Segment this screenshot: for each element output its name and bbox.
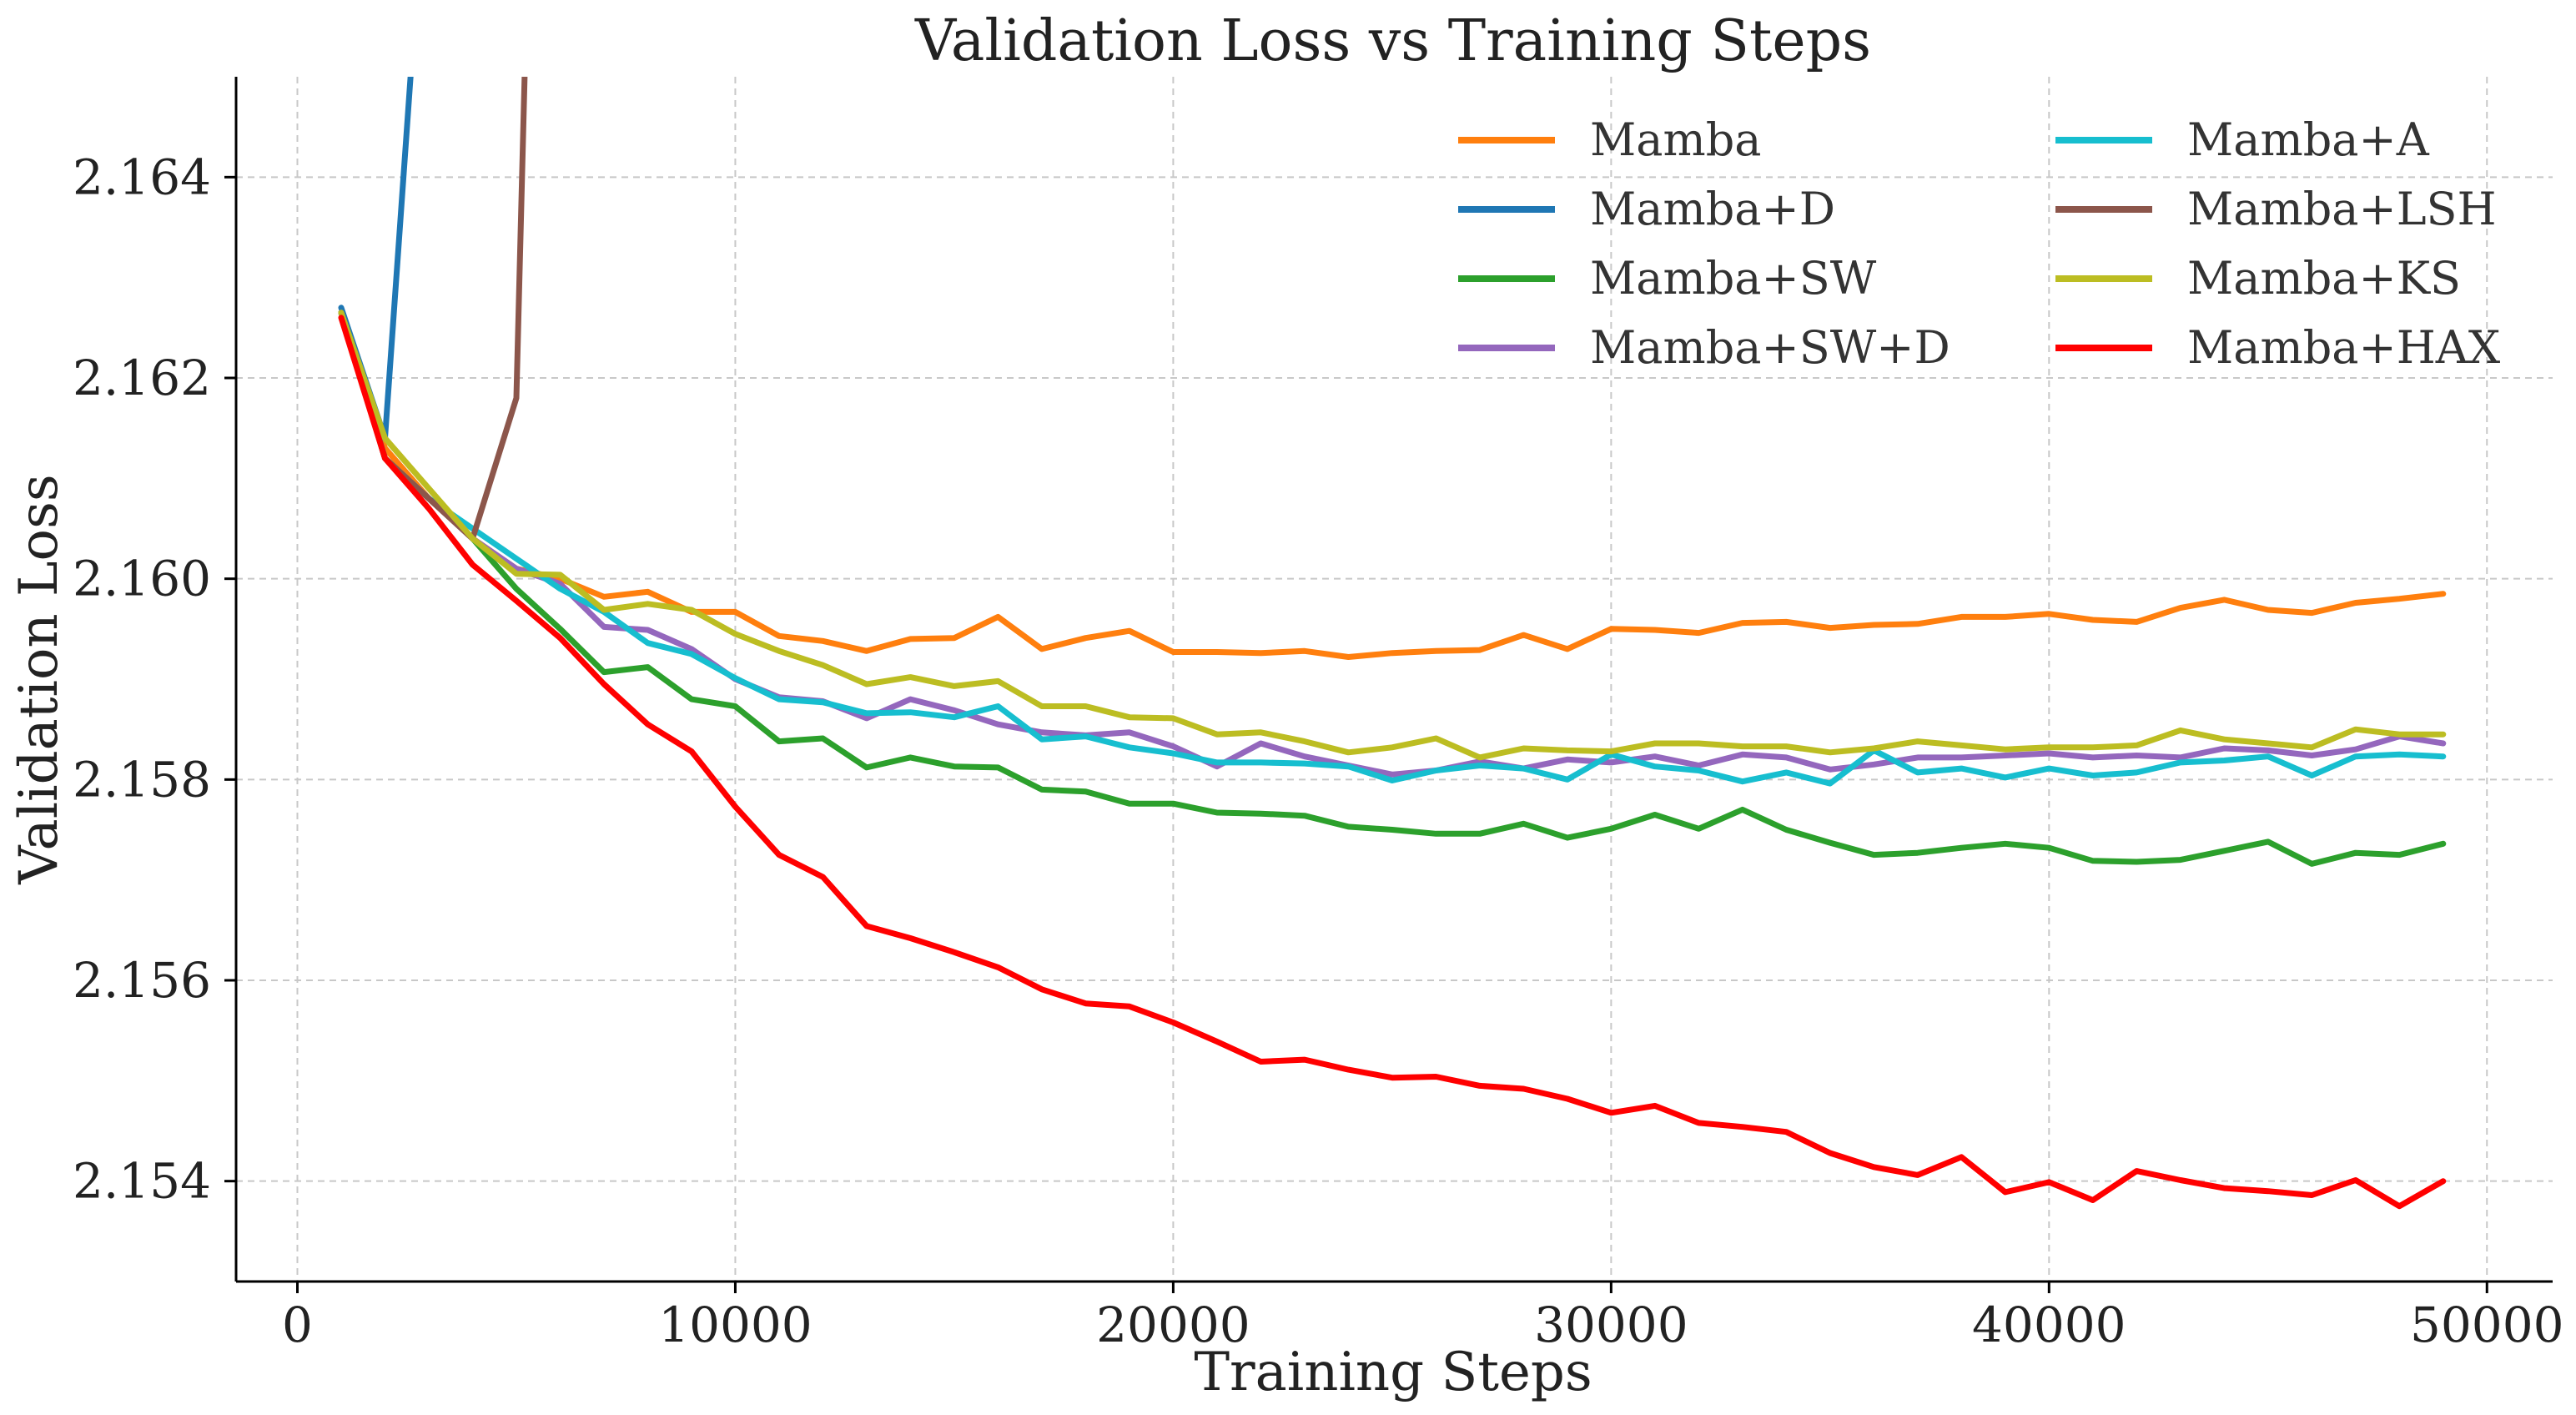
legend-label-mamba-a: Mamba+A [2187,113,2430,166]
x-tick-label: 50000 [2410,1297,2564,1353]
series-line-mamba-d [338,77,414,441]
axes [234,77,2553,1283]
legend-label-mamba-lsh: Mamba+LSH [2187,183,2497,235]
legend-label-mamba-sw-d: Mamba+SW+D [1590,321,1950,374]
x-tick-label: 40000 [1972,1297,2126,1353]
y-tick-label: 2.158 [73,751,211,808]
y-tick-label: 2.162 [73,350,211,406]
series-lines [338,77,2447,1210]
x-tick-label: 30000 [1534,1297,1688,1353]
series-line-mamba-lsh [338,77,528,541]
x-tick-label: 10000 [658,1297,813,1353]
series-line-mamba-a [338,310,2447,787]
legend-label-mamba: Mamba [1590,113,1761,166]
chart-title: Validation Loss vs Training Steps [914,8,1871,74]
y-tick-label: 2.160 [73,551,211,607]
legend-label-mamba-d: Mamba+D [1590,183,1835,235]
legend: Mamba Mamba+D Mamba+SW Mamba+SW+D Mamba+A Mam… [1458,113,2501,374]
x-tick-label: 0 [282,1297,313,1353]
legend-label-mamba-ks: Mamba+KS [2187,252,2461,305]
series-line-mamba-ks [338,310,2447,761]
y-tick-label: 2.156 [73,952,211,1009]
series-line-mamba-sw-d [338,310,2447,778]
legend-label-mamba-sw: Mamba+SW [1590,252,1877,305]
x-axis-label: Training Steps [1194,1342,1592,1403]
ticks: 0 10000 20000 30000 40000 50000 2.154 2.156 2.15… [73,149,2564,1353]
y-axis-label: Validation Loss [8,474,70,885]
series-line-mamba-sw [338,310,2447,867]
series-line-mamba-hax [338,315,2447,1210]
y-tick-label: 2.164 [73,149,211,205]
y-tick-label: 2.154 [73,1153,211,1210]
legend-label-mamba-hax: Mamba+HAX [2187,321,2501,374]
x-tick-label: 20000 [1096,1297,1250,1353]
